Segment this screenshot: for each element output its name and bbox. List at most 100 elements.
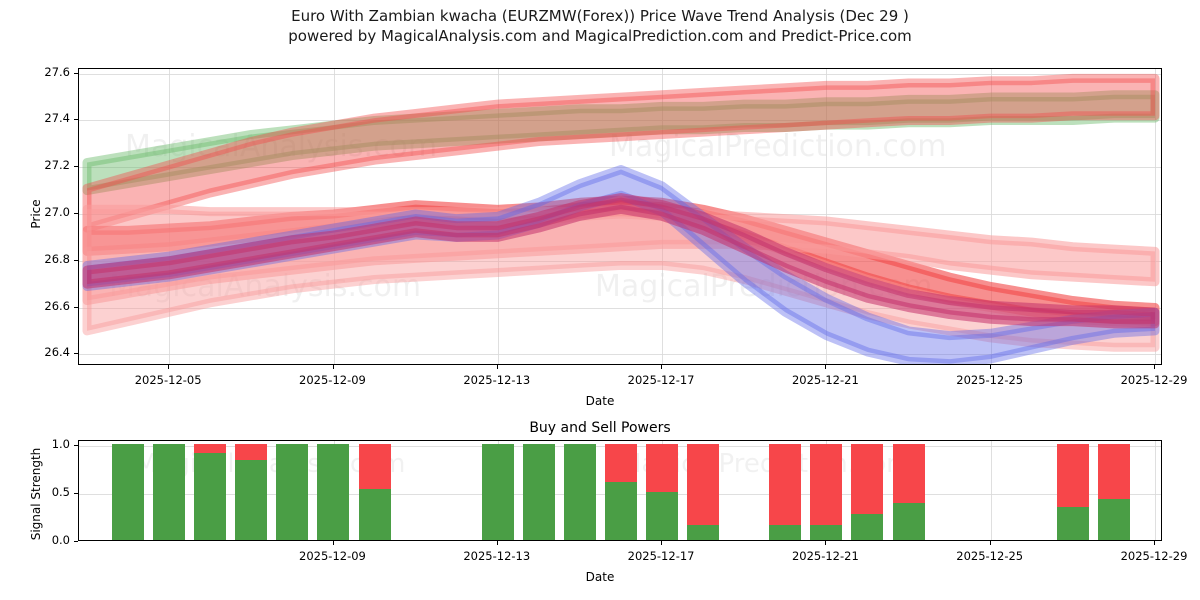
price-y-tick-mark xyxy=(74,353,78,355)
price-y-tick-mark xyxy=(74,306,78,308)
price-wave-trend-chart: MagicalAnalysis.com MagicalPrediction.co… xyxy=(78,68,1162,365)
signal-strength-bar[interactable] xyxy=(563,443,596,540)
powers-x-tick-label: 2025-12-09 xyxy=(299,549,366,563)
buy-power-segment xyxy=(481,443,514,540)
signal-strength-bar[interactable] xyxy=(276,443,309,540)
price-y-tick-mark xyxy=(74,259,78,261)
powers-y-tick-label: 0.0 xyxy=(51,533,70,547)
signal-strength-bar[interactable] xyxy=(851,443,884,540)
signal-strength-bar[interactable] xyxy=(194,443,227,540)
powers-y-axis-label: Signal Strength xyxy=(29,447,43,541)
powers-x-tick-mark xyxy=(825,541,827,545)
powers-bar-group xyxy=(79,441,1161,540)
gridline-horizontal xyxy=(79,307,1161,309)
signal-strength-bar[interactable] xyxy=(522,443,555,540)
buy-and-sell-powers-chart: MagicalAnalysis.com MagicalPrediction.co… xyxy=(78,440,1162,541)
signal-strength-bar[interactable] xyxy=(769,443,802,540)
sell-power-segment xyxy=(646,443,679,492)
buy-power-segment xyxy=(358,489,391,540)
price-x-tick-label: 2025-12-13 xyxy=(463,373,531,387)
gridline-vertical xyxy=(826,69,828,364)
sell-power-segment xyxy=(194,443,227,453)
signal-strength-bar[interactable] xyxy=(646,443,679,540)
price-x-axis-label: Date xyxy=(585,394,615,408)
powers-y-tick-mark xyxy=(74,541,78,542)
price-y-tick-mark xyxy=(74,72,78,74)
buy-power-segment xyxy=(522,443,555,540)
price-x-tick-label: 2025-12-25 xyxy=(956,373,1024,387)
powers-y-tick-mark xyxy=(74,444,78,446)
powers-y-tick-mark xyxy=(74,492,78,494)
buy-power-segment xyxy=(1056,507,1089,540)
price-x-tick-label: 2025-12-05 xyxy=(134,373,202,387)
signal-strength-bar[interactable] xyxy=(687,443,720,540)
gridline-vertical xyxy=(990,69,992,364)
sell-power-segment xyxy=(1097,443,1130,499)
signal-strength-bar[interactable] xyxy=(605,443,637,540)
buy-power-segment xyxy=(317,443,350,540)
price-x-tick-mark xyxy=(825,365,827,369)
price-y-tick-label: 26.6 xyxy=(44,298,70,313)
gridline-horizontal xyxy=(79,354,1161,356)
band-lower-pink-fan xyxy=(82,209,1160,352)
powers-x-tick-label: 2025-12-25 xyxy=(956,549,1024,563)
powers-x-tick-mark xyxy=(332,541,334,545)
signal-strength-bar[interactable] xyxy=(153,443,186,540)
price-x-tick-label: 2025-12-09 xyxy=(299,373,366,387)
page-title-line1: Euro With Zambian kwacha (EURZMW(Forex))… xyxy=(291,7,909,25)
gridline-horizontal xyxy=(79,120,1161,122)
buy-power-segment xyxy=(769,524,802,540)
signal-strength-bar[interactable] xyxy=(810,443,843,540)
price-x-tick-mark xyxy=(989,365,991,369)
buy-power-segment xyxy=(605,482,637,540)
price-y-tick-label: 26.8 xyxy=(44,251,70,266)
gridline-vertical xyxy=(1155,441,1156,540)
sell-power-segment xyxy=(810,443,843,525)
sell-power-segment xyxy=(851,443,884,514)
signal-strength-bar[interactable] xyxy=(481,443,514,540)
powers-x-tick-label: 2025-12-29 xyxy=(1120,549,1188,563)
sell-power-segment xyxy=(605,443,637,483)
price-y-tick-label: 27.4 xyxy=(44,111,70,126)
buy-power-segment xyxy=(892,503,925,540)
buy-power-segment xyxy=(687,524,720,540)
price-y-tick-mark xyxy=(74,166,78,168)
price-y-tick-label: 27.0 xyxy=(44,204,70,219)
signal-strength-bar[interactable] xyxy=(1056,443,1089,540)
powers-x-tick-label: 2025-12-13 xyxy=(463,549,531,563)
price-y-tick-label: 27.6 xyxy=(44,64,70,79)
buy-power-segment xyxy=(276,443,309,540)
price-x-tick-label: 2025-12-21 xyxy=(791,373,859,387)
buy-power-segment xyxy=(563,443,596,540)
price-x-tick-mark xyxy=(332,365,334,369)
page-title-line2: powered by MagicalAnalysis.com and Magic… xyxy=(288,27,912,45)
signal-strength-bar[interactable] xyxy=(235,443,268,540)
gridline-vertical xyxy=(1155,69,1156,364)
sell-power-segment xyxy=(769,443,802,525)
band-magenta-center-wave xyxy=(82,193,1160,329)
gridline-horizontal xyxy=(79,167,1161,169)
price-y-tick-mark xyxy=(74,213,78,214)
signal-strength-bar[interactable] xyxy=(358,443,391,540)
sell-power-segment xyxy=(892,443,925,504)
powers-x-tick-mark xyxy=(1154,541,1155,545)
powers-chart-title: Buy and Sell Powers xyxy=(529,420,671,436)
price-x-tick-mark xyxy=(168,365,170,369)
price-x-tick-label: 2025-12-17 xyxy=(627,373,695,387)
gridline-horizontal xyxy=(79,260,1161,262)
gridline-vertical xyxy=(990,441,992,540)
powers-x-tick-mark xyxy=(661,541,663,545)
price-x-tick-label: 2025-12-29 xyxy=(1120,373,1188,387)
sell-power-segment xyxy=(1056,443,1089,508)
price-y-tick-label: 26.4 xyxy=(44,345,70,360)
chart-title-block: Euro With Zambian kwacha (EURZMW(Forex))… xyxy=(0,6,1200,46)
sell-power-segment xyxy=(687,443,720,525)
signal-strength-bar[interactable] xyxy=(317,443,350,540)
band-upper-red-channel xyxy=(82,73,1160,233)
buy-power-segment xyxy=(646,491,679,540)
signal-strength-bar[interactable] xyxy=(892,443,925,540)
signal-strength-bar[interactable] xyxy=(1097,443,1130,540)
signal-strength-bar[interactable] xyxy=(112,443,145,540)
price-y-axis-label: Price xyxy=(29,199,43,229)
